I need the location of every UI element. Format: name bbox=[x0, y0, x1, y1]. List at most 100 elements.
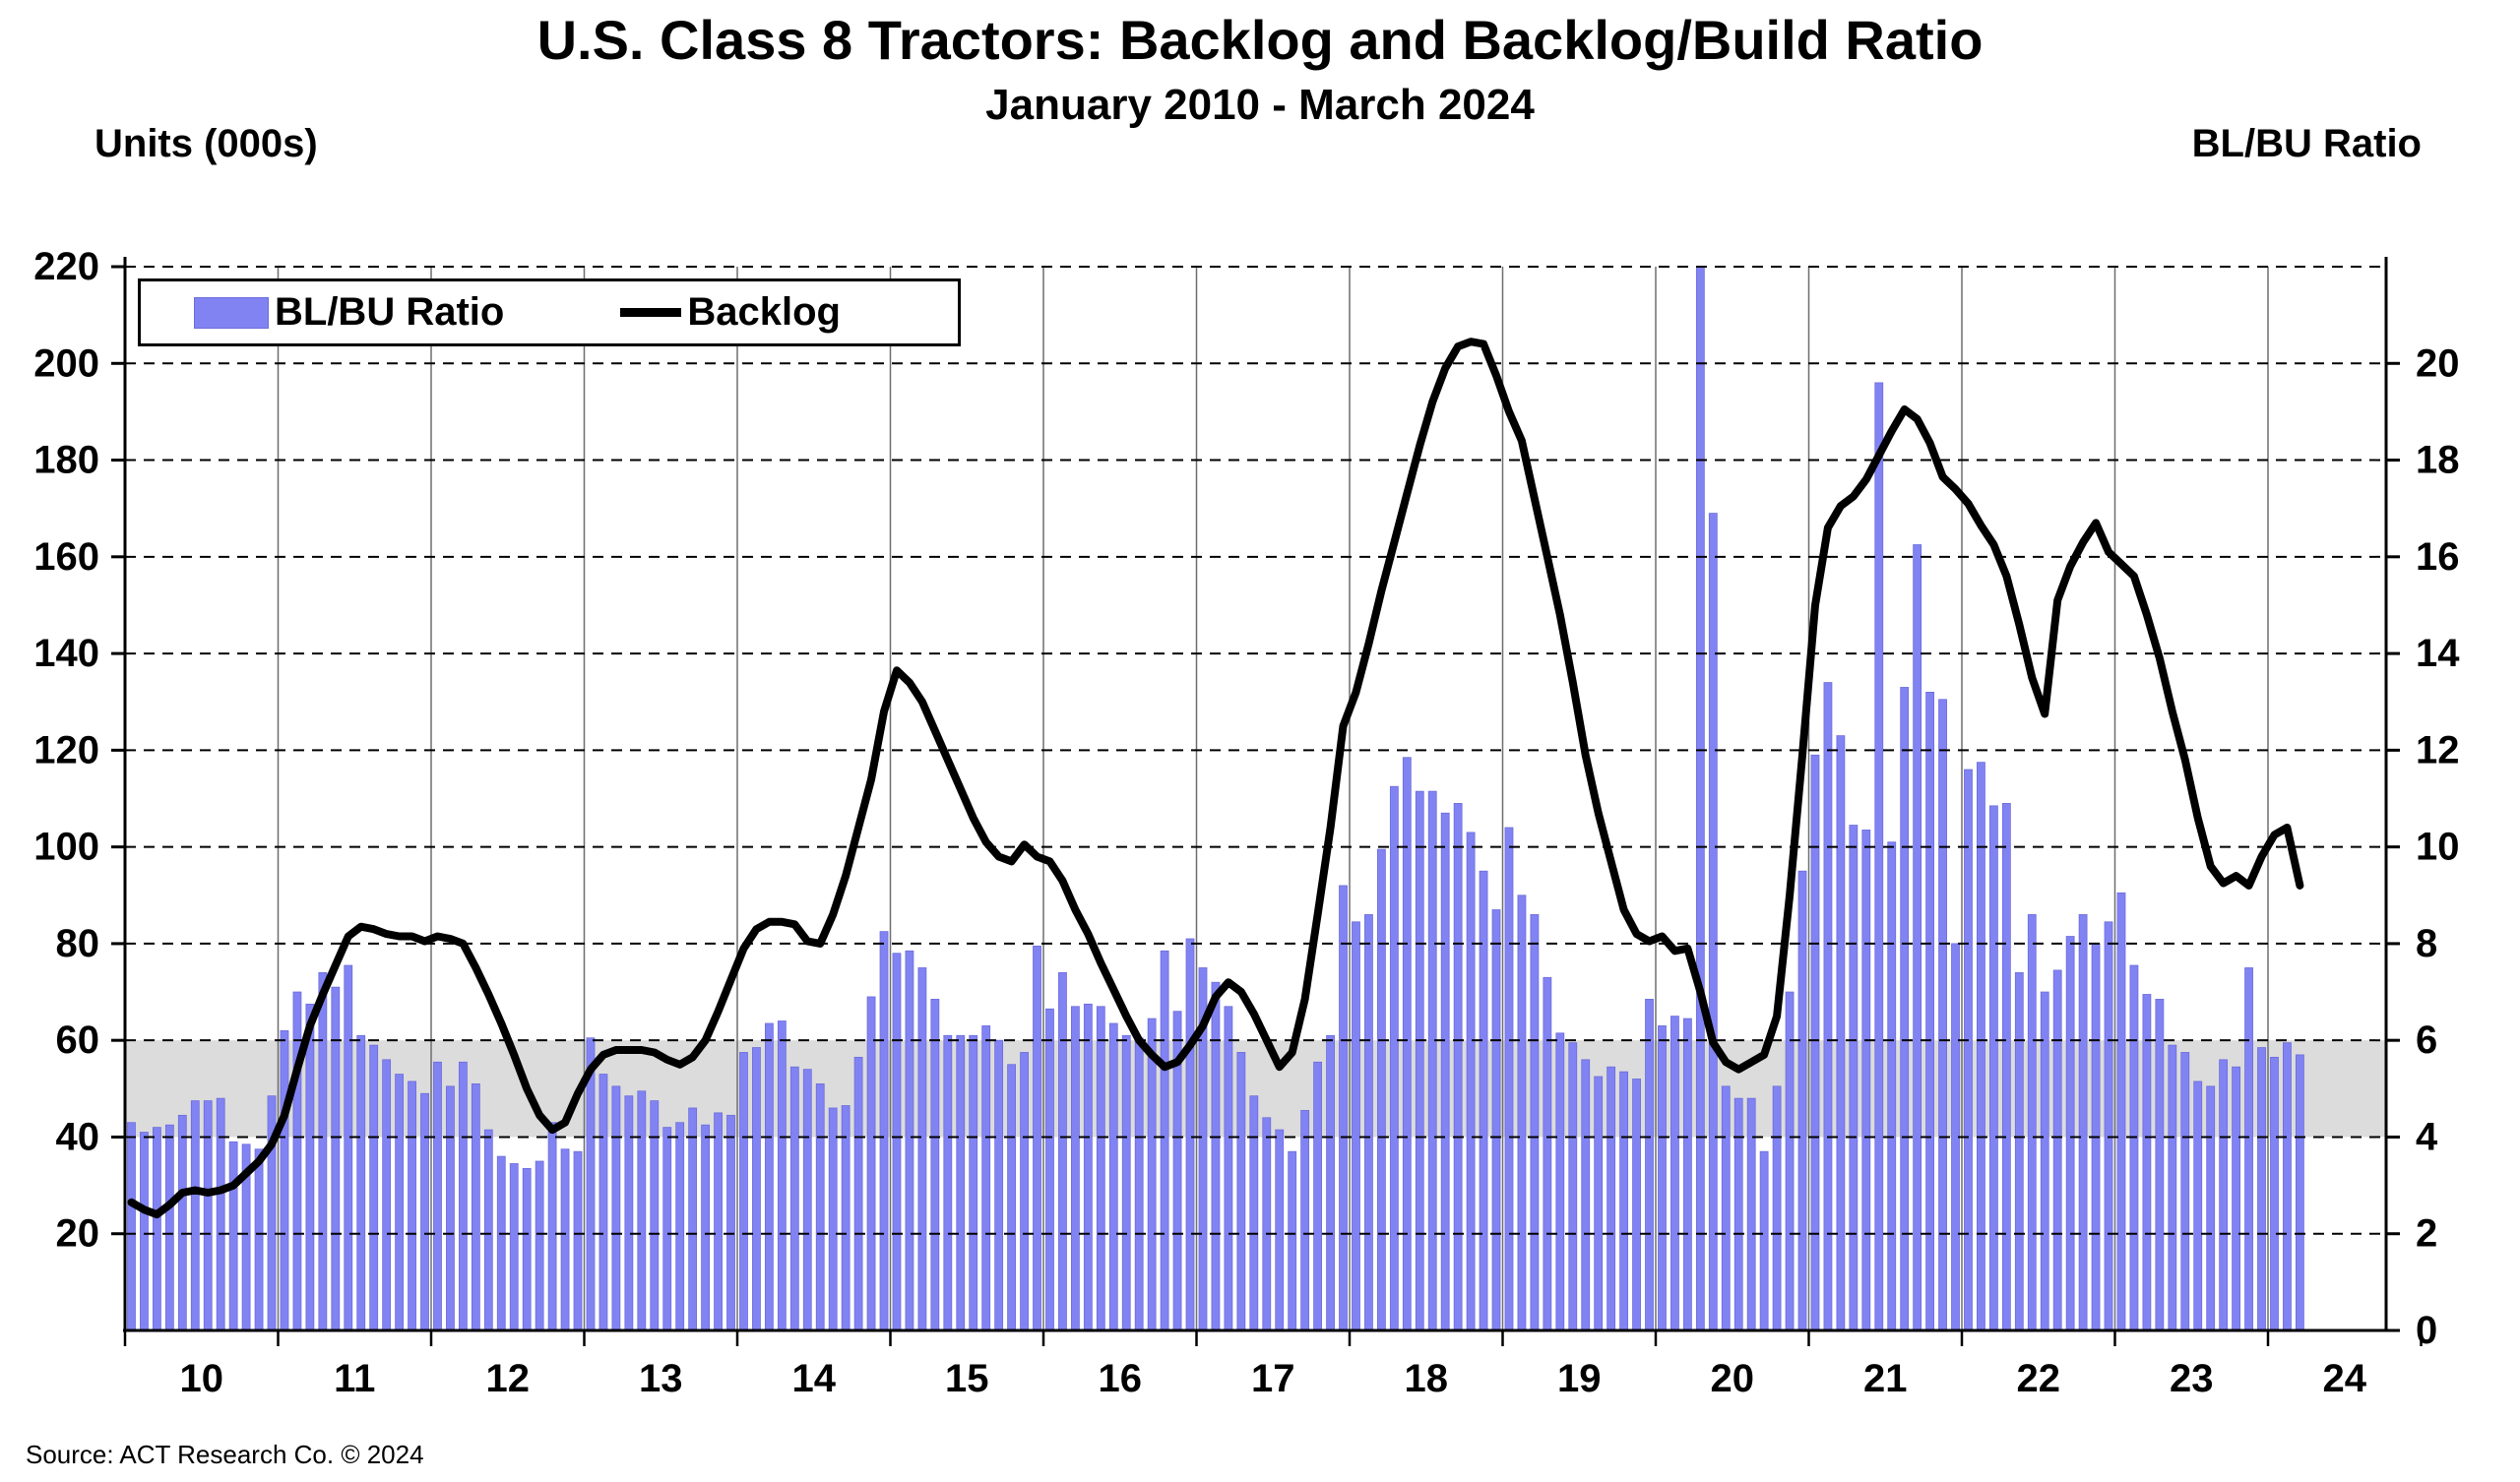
ratio-bar bbox=[2001, 803, 2011, 1331]
ratio-bar bbox=[714, 1112, 723, 1331]
ratio-bar bbox=[496, 1155, 506, 1331]
right-tick-label: 14 bbox=[2416, 632, 2460, 675]
legend-line-label: Backlog bbox=[687, 290, 841, 334]
ratio-bar bbox=[1491, 909, 1501, 1331]
x-year-label: 19 bbox=[1557, 1357, 1602, 1400]
ratio-bar bbox=[1849, 825, 1858, 1331]
ratio-bar bbox=[522, 1167, 532, 1331]
ratio-bar bbox=[471, 1083, 480, 1331]
right-axis-caption: BL/BU Ratio bbox=[2191, 122, 2422, 165]
ratio-bar bbox=[408, 1081, 416, 1331]
ratio-bar bbox=[637, 1090, 647, 1331]
ratio-bar bbox=[2219, 1059, 2229, 1331]
ratio-bar bbox=[1185, 938, 1195, 1331]
ratio-bar bbox=[369, 1044, 379, 1331]
ratio-bar bbox=[1121, 1034, 1131, 1331]
ratio-bar bbox=[1721, 1085, 1731, 1331]
ratio-bar bbox=[2180, 1052, 2190, 1331]
ratio-bar bbox=[1619, 1071, 1629, 1331]
ratio-bar bbox=[777, 1020, 787, 1331]
ratio-bar bbox=[1682, 1018, 1692, 1331]
ratio-bar bbox=[305, 1003, 315, 1331]
ratio-bar bbox=[2155, 999, 2165, 1331]
ratio-bar bbox=[1262, 1117, 1272, 1331]
ratio-bar bbox=[2193, 1081, 2203, 1331]
ratio-bar bbox=[598, 1074, 608, 1331]
ratio-bar bbox=[1020, 1052, 1029, 1331]
ratio-bar bbox=[547, 1122, 557, 1331]
ratio-bar bbox=[994, 1039, 1004, 1331]
ratio-bar bbox=[1632, 1079, 1641, 1331]
ratio-bar bbox=[152, 1127, 161, 1331]
ratio-bar bbox=[1096, 1006, 1105, 1331]
x-year-label: 15 bbox=[945, 1357, 989, 1400]
ratio-bar bbox=[2052, 969, 2062, 1331]
ratio-bar bbox=[943, 1034, 953, 1331]
left-tick-label: 60 bbox=[56, 1019, 100, 1062]
ratio-bar bbox=[841, 1105, 850, 1331]
ratio-bar bbox=[956, 1034, 966, 1331]
ratio-bar bbox=[981, 1025, 991, 1331]
ratio-bar bbox=[1746, 1097, 1756, 1331]
ratio-bar bbox=[356, 1034, 366, 1331]
ratio-bar bbox=[254, 1148, 264, 1331]
ratio-bar bbox=[2040, 991, 2049, 1331]
ratio-bar bbox=[1352, 921, 1360, 1331]
ratio-bar bbox=[853, 1056, 863, 1331]
right-tick-label: 20 bbox=[2416, 341, 2460, 385]
ratio-bar bbox=[1670, 1016, 1679, 1331]
ratio-bar bbox=[1810, 754, 1820, 1331]
ratio-bar bbox=[905, 950, 914, 1331]
ratio-bar bbox=[701, 1124, 711, 1331]
chart-subtitle: January 2010 - March 2024 bbox=[985, 81, 1535, 129]
x-year-label: 11 bbox=[334, 1357, 375, 1400]
ratio-bar bbox=[483, 1129, 493, 1331]
ratio-bar bbox=[1083, 1003, 1093, 1331]
ratio-bar bbox=[1772, 1085, 1782, 1331]
ratio-bar bbox=[318, 971, 328, 1331]
x-year-label: 21 bbox=[1863, 1357, 1908, 1400]
ratio-bar bbox=[1887, 841, 1897, 1331]
ratio-bar bbox=[509, 1163, 519, 1331]
ratio-bar bbox=[1568, 1042, 1578, 1331]
ratio-bar bbox=[815, 1083, 825, 1331]
ratio-bar bbox=[1313, 1061, 1323, 1331]
x-year-label: 20 bbox=[1711, 1357, 1755, 1400]
ratio-bar bbox=[127, 1122, 136, 1331]
ratio-bar bbox=[1797, 870, 1807, 1331]
ratio-bar bbox=[1466, 832, 1476, 1331]
left-tick-label: 200 bbox=[33, 341, 99, 385]
ratio-bar bbox=[969, 1034, 978, 1331]
ratio-bar bbox=[828, 1107, 838, 1331]
ratio-bar bbox=[662, 1127, 672, 1331]
ratio-bar bbox=[1288, 1150, 1297, 1331]
ratio-bar bbox=[789, 1066, 799, 1331]
ratio-bar bbox=[624, 1095, 634, 1331]
ratio-bar bbox=[688, 1107, 698, 1331]
ratio-bar bbox=[1453, 803, 1463, 1331]
ratio-bar bbox=[1134, 1037, 1144, 1331]
legend-bar-swatch-icon bbox=[194, 296, 269, 329]
ratio-bar bbox=[1415, 790, 1424, 1331]
ratio-bar bbox=[1658, 1025, 1667, 1331]
right-tick-label: 8 bbox=[2416, 922, 2437, 965]
ratio-bar bbox=[395, 1074, 405, 1331]
ratio-bar bbox=[2270, 1056, 2279, 1331]
source-note: Source: ACT Research Co. © 2024 bbox=[26, 1440, 424, 1469]
ratio-bar bbox=[1479, 870, 1488, 1331]
ratio-bar bbox=[1389, 785, 1399, 1331]
x-year-label: 22 bbox=[2017, 1357, 2061, 1400]
ratio-bar bbox=[433, 1061, 442, 1331]
left-tick-label: 120 bbox=[33, 728, 99, 772]
ratio-bar bbox=[2295, 1054, 2304, 1331]
ratio-bar bbox=[535, 1160, 544, 1331]
ratio-bar bbox=[446, 1085, 455, 1331]
ratio-bar bbox=[1695, 266, 1705, 1331]
ratio-bar bbox=[1070, 1006, 1080, 1331]
right-tick-label: 2 bbox=[2416, 1212, 2437, 1256]
x-year-label: 24 bbox=[2323, 1357, 2367, 1400]
ratio-bar bbox=[739, 1052, 748, 1331]
ratio-bar bbox=[2244, 967, 2253, 1331]
ratio-bar bbox=[292, 991, 302, 1331]
